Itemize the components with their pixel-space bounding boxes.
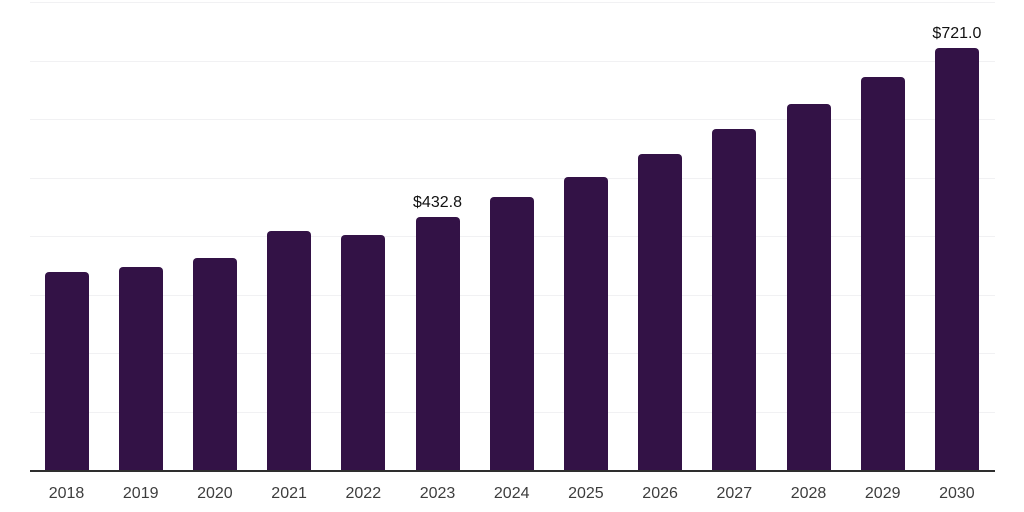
x-tick-label-2025: 2025 bbox=[568, 485, 604, 502]
x-tick-label-2029: 2029 bbox=[864, 485, 901, 502]
bar-2022 bbox=[341, 234, 386, 470]
bar-2020 bbox=[192, 258, 237, 470]
bar-2030 bbox=[934, 48, 979, 470]
bar-2025 bbox=[563, 177, 608, 470]
bar-2023 bbox=[415, 216, 460, 470]
x-tick-label-2021: 2021 bbox=[271, 485, 307, 502]
x-tick-label-2019: 2019 bbox=[122, 485, 159, 502]
x-tick-label-2023: 2023 bbox=[419, 485, 456, 502]
bar-2027 bbox=[712, 129, 757, 470]
x-tick-label-2024: 2024 bbox=[493, 485, 530, 502]
plot-area: $432.8 $721.0 bbox=[30, 2, 995, 470]
x-tick-label-2026: 2026 bbox=[642, 485, 678, 502]
x-tick-label-2018: 2018 bbox=[48, 485, 85, 502]
bar-2024 bbox=[489, 197, 534, 470]
gridline-700 bbox=[30, 60, 995, 62]
x-tick-label-2022: 2022 bbox=[345, 485, 382, 502]
bar-2026 bbox=[638, 154, 683, 470]
bar-2019 bbox=[118, 267, 163, 470]
bar-2029 bbox=[860, 77, 905, 470]
bar-2018 bbox=[44, 272, 89, 470]
x-tick-label-2030: 2030 bbox=[939, 485, 975, 502]
bar-2028 bbox=[786, 104, 831, 470]
bar-2021 bbox=[267, 230, 312, 470]
data-label-2023: $432.8 bbox=[413, 193, 462, 211]
x-axis-line bbox=[30, 470, 995, 472]
gridline-500 bbox=[30, 177, 995, 179]
x-tick-label-2027: 2027 bbox=[716, 485, 753, 502]
data-label-2030: $721.0 bbox=[932, 25, 982, 43]
x-tick-label-2020: 2020 bbox=[197, 485, 233, 502]
gridline-800 bbox=[30, 2, 995, 3]
gridline-600 bbox=[30, 119, 995, 120]
x-tick-label-2028: 2028 bbox=[790, 485, 827, 502]
